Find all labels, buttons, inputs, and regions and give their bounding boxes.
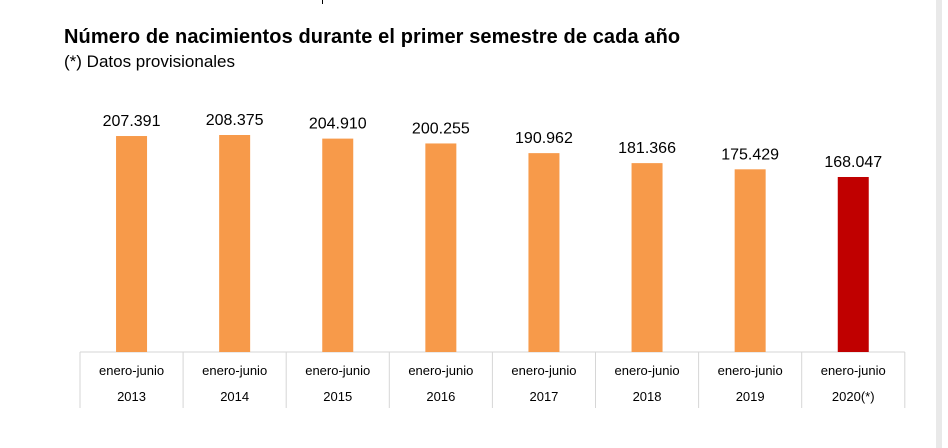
bar-value-label: 200.255 [412,120,470,137]
category-label-year: 2016 [426,389,455,404]
bar-value-label: 175.429 [721,146,779,163]
bar [219,135,251,352]
category-label-period: enero-junio [821,363,886,378]
category-label-period: enero-junio [408,363,473,378]
bar-value-label: 190.962 [515,130,573,147]
bar [734,169,766,352]
chart-subtitle: (*) Datos provisionales [64,52,236,71]
category-label-year: 2015 [323,389,352,404]
category-label-year: 2018 [633,389,662,404]
category-label-year: 2019 [736,389,765,404]
bar-value-label: 168.047 [824,154,882,171]
category-label-period: enero-junio [99,363,164,378]
bar [837,176,869,352]
bar [425,143,457,352]
bar [116,136,148,352]
bar [528,153,560,352]
window-edge [936,0,942,448]
bar-value-label: 207.391 [103,113,161,130]
bar-value-label: 208.375 [206,112,264,129]
category-label-year: 2017 [529,389,558,404]
bar-value-label: 181.366 [618,140,676,157]
bar-value-label: 204.910 [309,116,367,133]
category-label-year: 2013 [117,389,146,404]
category-label-period: enero-junio [511,363,576,378]
category-label-period: enero-junio [202,363,267,378]
bar [631,163,663,352]
top-tick-mark [322,0,323,4]
category-label-period: enero-junio [718,363,783,378]
category-label-period: enero-junio [305,363,370,378]
bar [322,138,354,352]
category-label-year: 2020(*) [832,389,875,404]
category-label-year: 2014 [220,389,249,404]
category-label-period: enero-junio [615,363,680,378]
chart-title: Número de nacimientos durante el primer … [64,26,681,48]
